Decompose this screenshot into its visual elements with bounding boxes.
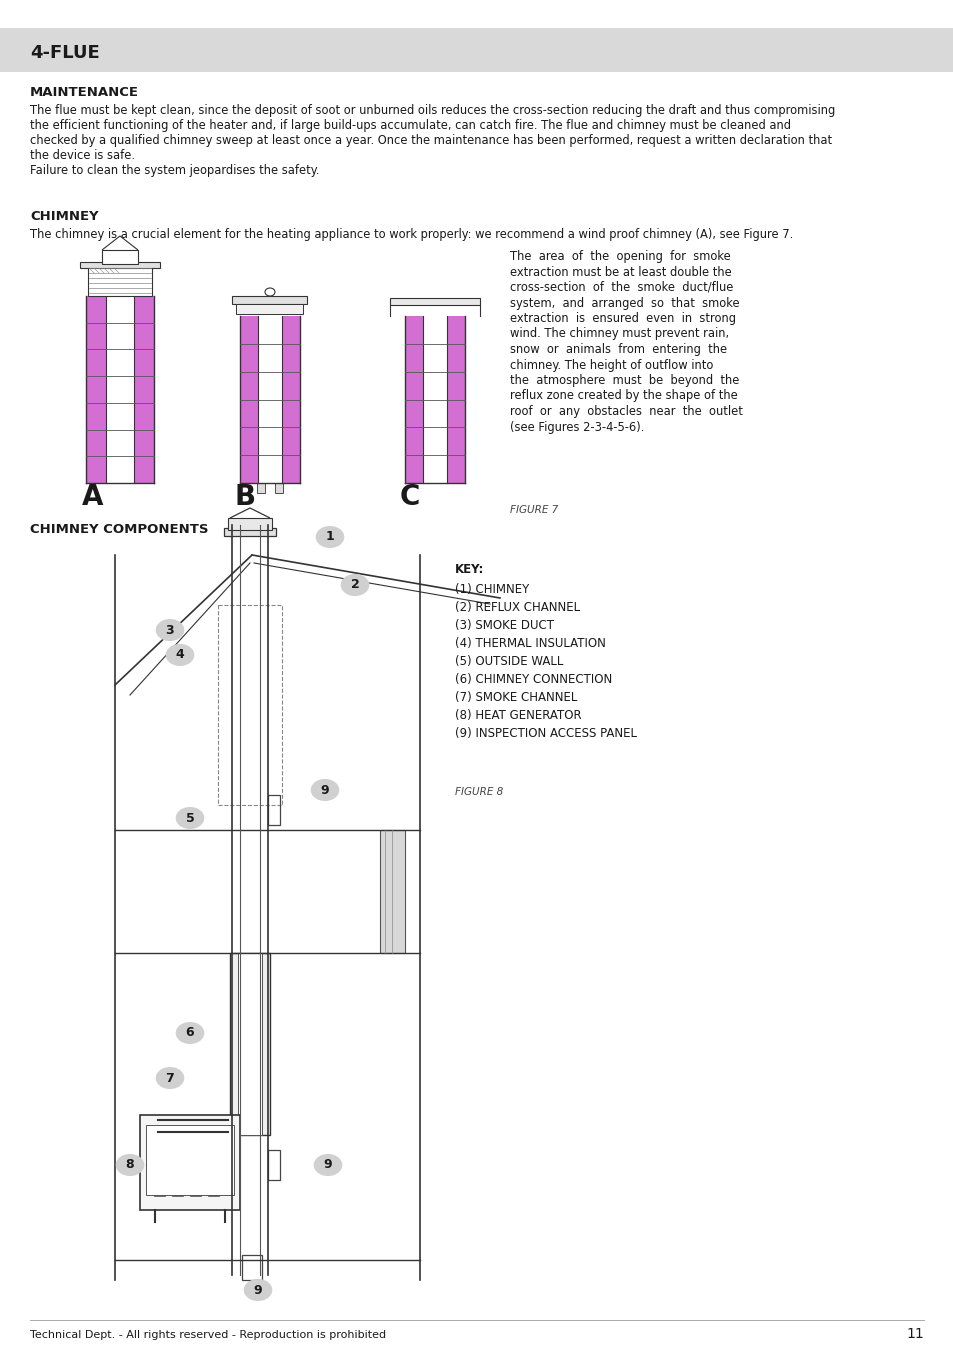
Ellipse shape xyxy=(155,1067,184,1089)
Text: MAINTENANCE: MAINTENANCE xyxy=(30,87,139,99)
Text: (6) CHIMNEY CONNECTION: (6) CHIMNEY CONNECTION xyxy=(455,673,612,686)
Ellipse shape xyxy=(340,574,369,596)
Text: roof  or  any  obstacles  near  the  outlet: roof or any obstacles near the outlet xyxy=(510,405,742,418)
Text: 6: 6 xyxy=(186,1026,194,1040)
Bar xyxy=(80,263,160,268)
Text: 4-FLUE: 4-FLUE xyxy=(30,43,100,62)
Text: snow  or  animals  from  entering  the: snow or animals from entering the xyxy=(510,343,726,356)
Bar xyxy=(140,1114,240,1210)
Ellipse shape xyxy=(166,645,194,666)
Text: 2: 2 xyxy=(351,578,359,592)
Bar xyxy=(237,953,262,1135)
Text: checked by a qualified chimney sweep at least once a year. Once the maintenance : checked by a qualified chimney sweep at … xyxy=(30,134,831,148)
Text: 5: 5 xyxy=(186,811,194,825)
Text: 8: 8 xyxy=(126,1159,134,1171)
Text: (7) SMOKE CHANNEL: (7) SMOKE CHANNEL xyxy=(455,691,577,704)
Bar xyxy=(274,483,283,493)
Text: 7: 7 xyxy=(166,1071,174,1085)
Ellipse shape xyxy=(314,1154,342,1177)
Text: Technical Dept. - All rights reserved - Reproduction is prohibited: Technical Dept. - All rights reserved - … xyxy=(30,1330,386,1340)
Bar xyxy=(240,315,257,483)
Text: (9) INSPECTION ACCESS PANEL: (9) INSPECTION ACCESS PANEL xyxy=(455,727,637,741)
Text: extraction  is  ensured  even  in  strong: extraction is ensured even in strong xyxy=(510,311,735,325)
Bar xyxy=(133,297,153,483)
Bar xyxy=(86,297,106,483)
Text: reflux zone created by the shape of the: reflux zone created by the shape of the xyxy=(510,390,737,402)
Ellipse shape xyxy=(311,779,339,802)
Text: 9: 9 xyxy=(253,1284,262,1297)
Text: 9: 9 xyxy=(323,1159,332,1171)
Text: cross-section  of  the  smoke  duct/flue: cross-section of the smoke duct/flue xyxy=(510,282,733,294)
Text: 1: 1 xyxy=(325,531,334,543)
Text: (4) THERMAL INSULATION: (4) THERMAL INSULATION xyxy=(455,636,605,650)
Bar xyxy=(390,298,479,305)
Text: the device is safe.: the device is safe. xyxy=(30,149,135,162)
Text: The chimney is a crucial element for the heating appliance to work properly: we : The chimney is a crucial element for the… xyxy=(30,227,792,241)
Text: system,  and  arranged  so  that  smoke: system, and arranged so that smoke xyxy=(510,297,739,310)
Text: 9: 9 xyxy=(320,784,329,796)
Bar xyxy=(233,297,307,305)
Ellipse shape xyxy=(115,1154,144,1177)
Text: C: C xyxy=(399,483,420,510)
Bar xyxy=(405,315,422,483)
Bar xyxy=(379,830,405,953)
Bar xyxy=(102,250,138,264)
Text: 4: 4 xyxy=(175,649,184,662)
Text: the efficient functioning of the heater and, if large build-ups accumulate, can : the efficient functioning of the heater … xyxy=(30,119,790,131)
Text: The  area  of  the  opening  for  smoke: The area of the opening for smoke xyxy=(510,250,730,263)
Ellipse shape xyxy=(315,525,344,548)
Text: B: B xyxy=(234,483,255,510)
Text: Failure to clean the system jeopardises the safety.: Failure to clean the system jeopardises … xyxy=(30,164,319,177)
Text: FIGURE 7: FIGURE 7 xyxy=(510,505,558,515)
Bar xyxy=(228,519,272,529)
Text: 11: 11 xyxy=(905,1327,923,1340)
Text: (2) REFLUX CHANNEL: (2) REFLUX CHANNEL xyxy=(455,601,579,613)
Text: (8) HEAT GENERATOR: (8) HEAT GENERATOR xyxy=(455,709,581,722)
Ellipse shape xyxy=(175,807,204,829)
Bar xyxy=(218,605,282,806)
Text: wind. The chimney must prevent rain,: wind. The chimney must prevent rain, xyxy=(510,328,728,340)
Ellipse shape xyxy=(175,1022,204,1044)
Text: FIGURE 8: FIGURE 8 xyxy=(455,787,503,798)
Text: chimney. The height of outflow into: chimney. The height of outflow into xyxy=(510,359,713,371)
Bar xyxy=(88,265,152,297)
Bar xyxy=(230,953,270,1135)
Ellipse shape xyxy=(155,619,184,640)
Bar xyxy=(268,795,280,825)
Ellipse shape xyxy=(243,1280,272,1301)
Text: (see Figures 2-3-4-5-6).: (see Figures 2-3-4-5-6). xyxy=(510,421,643,433)
Bar xyxy=(447,315,464,483)
Bar xyxy=(0,28,953,72)
Text: CHIMNEY COMPONENTS: CHIMNEY COMPONENTS xyxy=(30,523,209,536)
Bar xyxy=(236,305,303,314)
Text: A: A xyxy=(82,483,103,510)
Text: The flue must be kept clean, since the deposit of soot or unburned oils reduces : The flue must be kept clean, since the d… xyxy=(30,104,835,116)
Text: (1) CHIMNEY: (1) CHIMNEY xyxy=(455,584,529,596)
Ellipse shape xyxy=(265,288,274,297)
Bar xyxy=(242,1255,262,1280)
Bar xyxy=(224,528,275,536)
Text: 3: 3 xyxy=(166,623,174,636)
Bar xyxy=(282,315,299,483)
Text: extraction must be at least double the: extraction must be at least double the xyxy=(510,265,731,279)
Text: CHIMNEY: CHIMNEY xyxy=(30,210,98,223)
Bar xyxy=(146,1125,233,1196)
Text: (3) SMOKE DUCT: (3) SMOKE DUCT xyxy=(455,619,554,632)
Bar xyxy=(256,483,265,493)
Bar xyxy=(268,1150,280,1179)
Text: the  atmosphere  must  be  beyond  the: the atmosphere must be beyond the xyxy=(510,374,739,387)
Text: KEY:: KEY: xyxy=(455,563,484,575)
Text: (5) OUTSIDE WALL: (5) OUTSIDE WALL xyxy=(455,655,563,668)
